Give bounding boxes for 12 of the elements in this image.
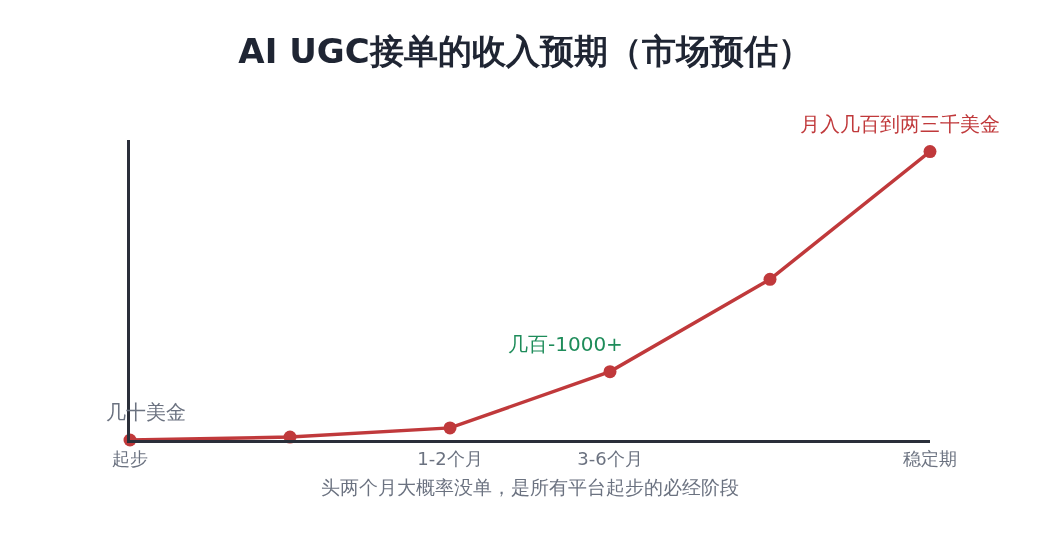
x-tick-label: 稳定期 [903, 447, 957, 469]
x-tick-label: 3-6个月 [577, 447, 643, 469]
x-tick-label: 起步 [112, 447, 148, 469]
x-tick-label: 1-2个月 [417, 447, 483, 469]
point [763, 272, 777, 286]
point [603, 365, 617, 379]
chart-title: AI UGC接单的收入预期（市场预估） [238, 31, 812, 71]
point [443, 421, 457, 435]
text: 头两个月大概率没单，是所有平台起步的必经阶段 [321, 476, 739, 498]
point [923, 145, 937, 159]
annotation: 月入几百到两三千美金 [800, 112, 1000, 136]
annotation: 几百-1000+ [508, 332, 623, 356]
